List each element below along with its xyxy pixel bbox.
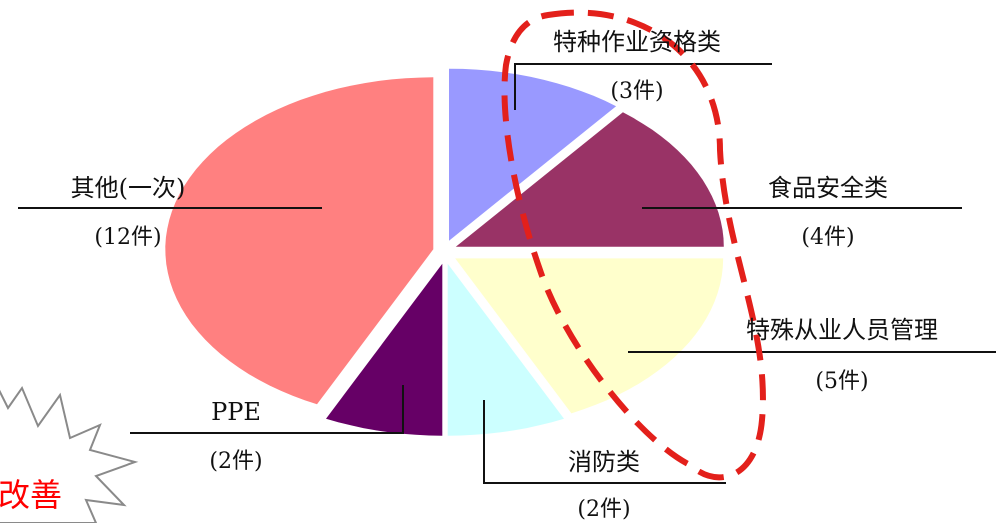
leader-line-fire	[483, 400, 726, 484]
label-special-personnel: 特殊从业人员管理	[746, 316, 938, 344]
count-food-safety: (4件)	[801, 225, 854, 250]
count-other: (12件)	[94, 225, 161, 250]
burst-text: 改善	[0, 476, 62, 514]
slice-ppe	[326, 263, 443, 436]
slice-fire	[447, 263, 564, 436]
slice-food-safety	[455, 112, 724, 247]
leader-line-ppe	[130, 385, 404, 434]
highlight-ellipse	[501, 9, 766, 481]
label-food-safety: 食品安全类	[768, 174, 888, 202]
count-special-ops: (3件)	[610, 79, 663, 104]
label-fire: 消防类	[568, 448, 640, 476]
slice-special-ops	[449, 68, 617, 241]
slice-special-personnel	[455, 258, 724, 414]
label-ppe: PPE	[211, 398, 261, 426]
slice-other	[165, 77, 434, 405]
burst-shape	[0, 385, 139, 523]
pie-slices	[165, 68, 724, 436]
count-special-personnel: (5件)	[815, 369, 868, 394]
leader-lines	[18, 63, 996, 484]
label-other: 其他(一次)	[71, 174, 186, 202]
label-special-ops: 特种作业资格类	[553, 28, 721, 56]
count-fire: (2件)	[577, 497, 630, 522]
slice-labels: 特种作业资格类 (3件) 食品安全类 (4件) 特殊从业人员管理 (5件) 消防…	[71, 28, 938, 522]
burst-callout: 改善	[0, 385, 139, 523]
leader-line-special-ops	[514, 63, 772, 110]
count-ppe: (2件)	[209, 449, 262, 474]
